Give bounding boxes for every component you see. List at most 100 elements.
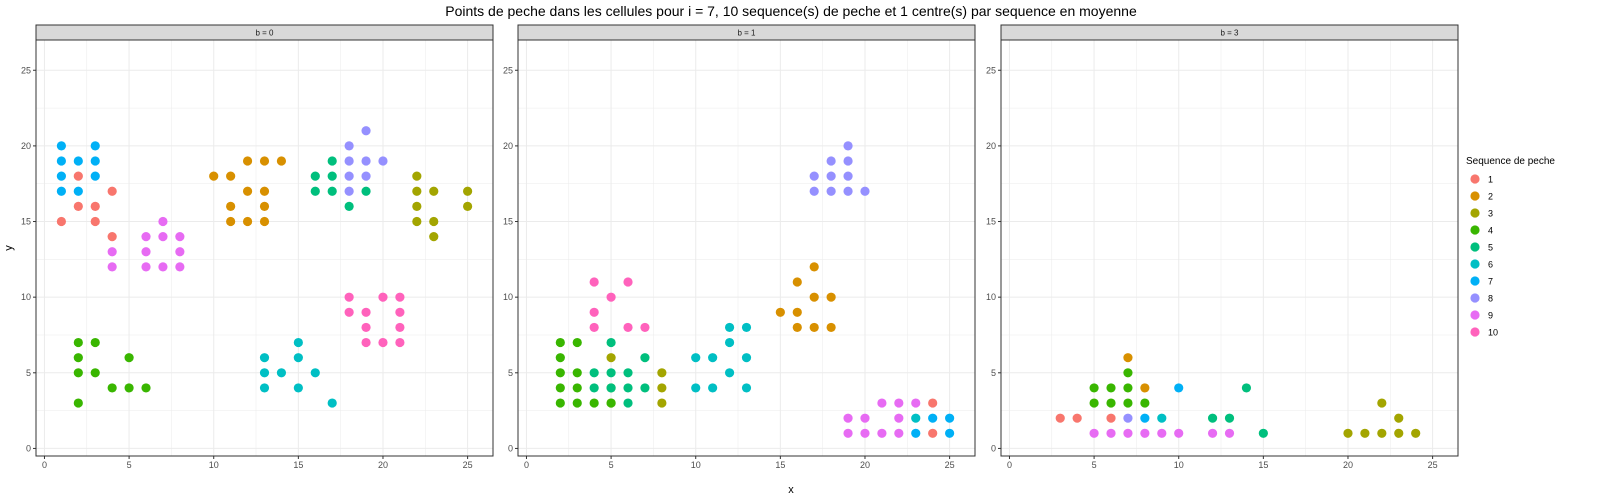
data-point-seq-10 [361, 322, 371, 333]
data-point-seq-4 [1089, 383, 1099, 393]
data-point-seq-4 [555, 353, 565, 363]
data-point-seq-9 [141, 247, 151, 257]
data-point-seq-9 [1123, 428, 1133, 438]
x-tick-label: 20 [378, 460, 388, 470]
data-point-seq-8 [826, 186, 836, 196]
data-point-seq-10 [589, 322, 599, 333]
data-point-seq-9 [1089, 428, 1099, 438]
y-axis-title: y [3, 245, 15, 251]
data-point-seq-9 [911, 398, 921, 408]
data-point-seq-7 [56, 156, 66, 166]
y-tick-label: 25 [503, 65, 513, 75]
y-tick-label: 15 [986, 217, 996, 227]
data-point-seq-4 [555, 383, 565, 393]
data-point-seq-3 [412, 201, 422, 211]
x-tick-label: 5 [127, 460, 132, 470]
legend-label: 2 [1488, 192, 1493, 202]
data-point-seq-9 [158, 216, 168, 227]
data-point-seq-3 [429, 186, 439, 196]
x-tick-label: 10 [209, 460, 219, 470]
data-point-seq-1 [107, 186, 117, 196]
data-point-seq-8 [1123, 413, 1133, 423]
data-point-seq-8 [344, 156, 354, 166]
x-tick-label: 20 [1343, 460, 1353, 470]
data-point-seq-4 [1089, 398, 1099, 408]
data-point-seq-1 [1106, 413, 1116, 423]
data-point-seq-9 [1157, 428, 1167, 438]
data-point-seq-1 [1055, 413, 1065, 423]
data-point-seq-6 [276, 368, 287, 378]
plot-background [518, 40, 975, 456]
data-point-seq-5 [1224, 413, 1235, 423]
data-point-seq-10 [361, 307, 371, 317]
data-point-seq-8 [843, 171, 853, 181]
data-point-seq-1 [73, 201, 83, 211]
data-point-seq-10 [344, 307, 354, 317]
legend-label: 5 [1488, 243, 1493, 253]
data-point-seq-5 [327, 171, 337, 181]
data-point-seq-5 [606, 368, 616, 378]
data-point-seq-2 [242, 156, 253, 166]
y-tick-label: 25 [986, 65, 996, 75]
data-point-seq-2 [276, 156, 287, 166]
y-tick-label: 10 [986, 292, 996, 302]
gridlines [1001, 40, 1458, 456]
data-point-seq-2 [809, 262, 819, 272]
data-point-seq-3 [412, 216, 422, 227]
data-point-seq-4 [90, 337, 100, 348]
data-point-seq-6 [724, 322, 735, 333]
legend-key [1470, 310, 1480, 320]
data-point-seq-7 [90, 141, 100, 151]
data-point-seq-4 [124, 353, 134, 363]
data-point-seq-9 [158, 262, 168, 272]
gridlines [36, 40, 493, 456]
data-point-seq-2 [242, 216, 253, 227]
data-point-seq-3 [1360, 428, 1370, 438]
data-point-seq-2 [259, 156, 270, 166]
data-point-seq-9 [894, 413, 904, 423]
data-point-seq-8 [809, 186, 819, 196]
data-point-seq-10 [395, 292, 405, 302]
data-point-seq-8 [843, 186, 853, 196]
panel-border [35, 39, 494, 457]
data-point-seq-4 [555, 368, 565, 378]
data-point-seq-10 [344, 292, 354, 302]
data-point-seq-1 [928, 428, 938, 438]
data-point-seq-8 [843, 156, 853, 166]
legend-key [1470, 293, 1480, 303]
data-point-seq-3 [463, 201, 473, 211]
data-point-seq-8 [378, 156, 388, 166]
data-point-seq-4 [555, 398, 565, 408]
x-tick-label: 5 [609, 460, 614, 470]
data-point-seq-5 [310, 186, 320, 196]
data-point-seq-8 [344, 141, 354, 151]
data-point-seq-1 [90, 201, 100, 211]
data-point-seq-5 [327, 156, 337, 166]
x-tick-label: 0 [1007, 460, 1012, 470]
x-tick-label: 15 [293, 460, 303, 470]
data-point-seq-9 [860, 413, 870, 423]
data-point-seq-8 [344, 171, 354, 181]
data-point-seq-3 [1377, 398, 1387, 408]
data-point-seq-2 [259, 216, 270, 227]
data-point-seq-4 [73, 398, 83, 408]
data-point-seq-9 [175, 247, 185, 257]
data-points [1055, 353, 1421, 438]
data-point-seq-2 [809, 322, 819, 333]
data-point-seq-8 [826, 171, 836, 181]
data-point-seq-8 [361, 156, 371, 166]
data-point-seq-10 [640, 322, 650, 333]
data-point-seq-6 [259, 383, 270, 393]
x-tick-label: 10 [691, 460, 701, 470]
chart-title: Points de peche dans les cellules pour i… [445, 3, 1137, 19]
data-point-seq-6 [724, 368, 735, 378]
x-tick-label: 5 [1092, 460, 1097, 470]
facet-strip-label: b = 0 [255, 29, 274, 38]
facet-panel: b = 3 0 5 10 15 20 25 0 5 10 15 20 25 [986, 24, 1459, 470]
data-point-seq-4 [73, 353, 83, 363]
data-point-seq-7 [945, 428, 955, 438]
data-point-seq-5 [1258, 428, 1268, 438]
data-point-seq-8 [344, 186, 354, 196]
data-point-seq-3 [1411, 428, 1421, 438]
data-point-seq-2 [792, 307, 802, 317]
